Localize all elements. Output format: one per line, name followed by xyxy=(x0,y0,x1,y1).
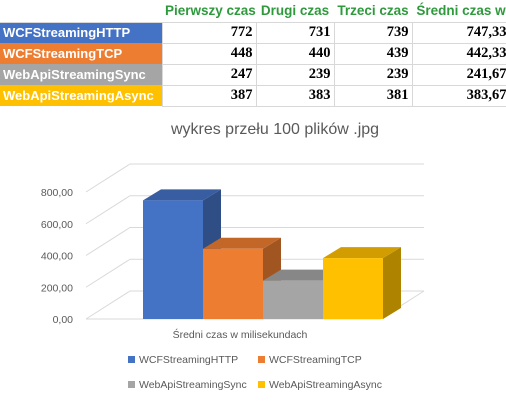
header-cell-first-time[interactable]: Pierwszy czas xyxy=(162,0,256,23)
value-cell[interactable]: 440 xyxy=(255,42,335,65)
row-name-cell[interactable]: WebApiStreamingSync xyxy=(0,64,162,85)
y-tick-label: 200,00 xyxy=(41,282,73,294)
y-tick-label: 400,00 xyxy=(41,251,73,263)
chart-title: wykres przełu 100 plików .jpg xyxy=(170,121,379,138)
value-cell[interactable]: 383 xyxy=(255,84,335,107)
bar-top xyxy=(143,189,221,201)
value-cell[interactable]: 739 xyxy=(333,21,413,44)
value-cell[interactable]: 239 xyxy=(255,63,335,86)
y-tick-label: 600,00 xyxy=(41,219,73,231)
legend-swatch xyxy=(258,381,265,388)
value-cell[interactable]: 747,33 xyxy=(411,21,506,44)
header-cell-average-time[interactable]: Średni czas w xyxy=(412,0,506,23)
header-cell-third-time[interactable]: Trzeci czas xyxy=(334,0,412,23)
value-cell[interactable]: 439 xyxy=(333,42,413,65)
bar-top xyxy=(263,269,341,281)
legend-swatch xyxy=(128,381,135,388)
legend-swatch xyxy=(128,356,135,363)
bar-front xyxy=(203,248,263,319)
bar-top xyxy=(203,237,281,249)
bar-front xyxy=(143,200,203,319)
value-cell[interactable]: 442,33 xyxy=(411,42,506,65)
legend-label: WCFStreamingTCP xyxy=(269,354,362,366)
legend-label: WebApiStreamingSync xyxy=(139,379,247,391)
gridline xyxy=(85,227,424,256)
legend-entry-webapistreamingasync[interactable]: WebApiStreamingAsync xyxy=(258,379,382,391)
table-header-row: Pierwszy czas Drugi czas Trzeci czas Śre… xyxy=(0,0,506,23)
bar-top xyxy=(323,247,401,259)
legend-entry-wcfstreamingtcp[interactable]: WCFStreamingTCP xyxy=(258,354,362,366)
bar-front xyxy=(263,280,323,319)
value-cell[interactable]: 381 xyxy=(333,84,413,107)
row-name-cell[interactable]: WebApiStreamingAsync xyxy=(0,85,162,106)
category-label: Średni czas w milisekundach xyxy=(173,328,308,341)
table-row: WCFStreamingTCP 448 440 439 442,33 xyxy=(0,42,506,65)
bar-chart-3d[interactable]: wykres przełu 100 plików .jpg 0,00 200,00… xyxy=(0,110,506,404)
gridline xyxy=(85,195,424,225)
value-cell[interactable]: 247 xyxy=(161,63,257,86)
chart-legend: WCFStreamingHTTP WCFStreamingTCP WebApiS… xyxy=(128,354,382,391)
value-cell[interactable]: 239 xyxy=(333,63,413,86)
value-cell[interactable]: 731 xyxy=(255,21,335,44)
row-name-cell[interactable]: WCFStreamingTCP xyxy=(0,43,162,64)
header-cell-second-time[interactable]: Drugi czas xyxy=(256,0,334,23)
bar-webapistreamingasync[interactable] xyxy=(323,247,401,319)
table-row: WebApiStreamingSync 247 239 239 241,67 xyxy=(0,63,506,86)
legend-entry-wcfstreaminghttp[interactable]: WCFStreamingHTTP xyxy=(128,354,238,366)
bar-side xyxy=(383,247,401,319)
legend-label: WCFStreamingHTTP xyxy=(139,354,238,366)
value-cell[interactable]: 387 xyxy=(161,84,257,107)
y-tick-label: 0,00 xyxy=(53,314,74,326)
value-cell[interactable]: 772 xyxy=(161,21,257,44)
plot-area: 0,00 200,00 400,00 600,00 800,00 xyxy=(41,163,425,326)
legend-entry-webapistreamingsync[interactable]: WebApiStreamingSync xyxy=(128,379,247,391)
row-name-cell[interactable]: WCFStreamingHTTP xyxy=(0,22,162,43)
legend-label: WebApiStreamingAsync xyxy=(269,379,382,391)
value-cell[interactable]: 383,67 xyxy=(411,84,506,107)
gridline xyxy=(85,163,424,193)
spreadsheet-table: Pierwszy czas Drugi czas Trzeci czas Śre… xyxy=(0,0,506,107)
value-cell[interactable]: 448 xyxy=(161,42,257,65)
table-row: WCFStreamingHTTP 772 731 739 747,33 xyxy=(0,21,506,44)
header-cell-empty[interactable] xyxy=(0,0,162,23)
value-cell[interactable]: 241,67 xyxy=(411,63,506,86)
y-tick-label: 800,00 xyxy=(41,187,73,199)
table-row: WebApiStreamingAsync 387 383 381 383,67 xyxy=(0,84,506,107)
legend-swatch xyxy=(258,356,265,363)
bar-front xyxy=(323,258,383,319)
bar-wcfstreamingtcp[interactable] xyxy=(203,237,281,319)
